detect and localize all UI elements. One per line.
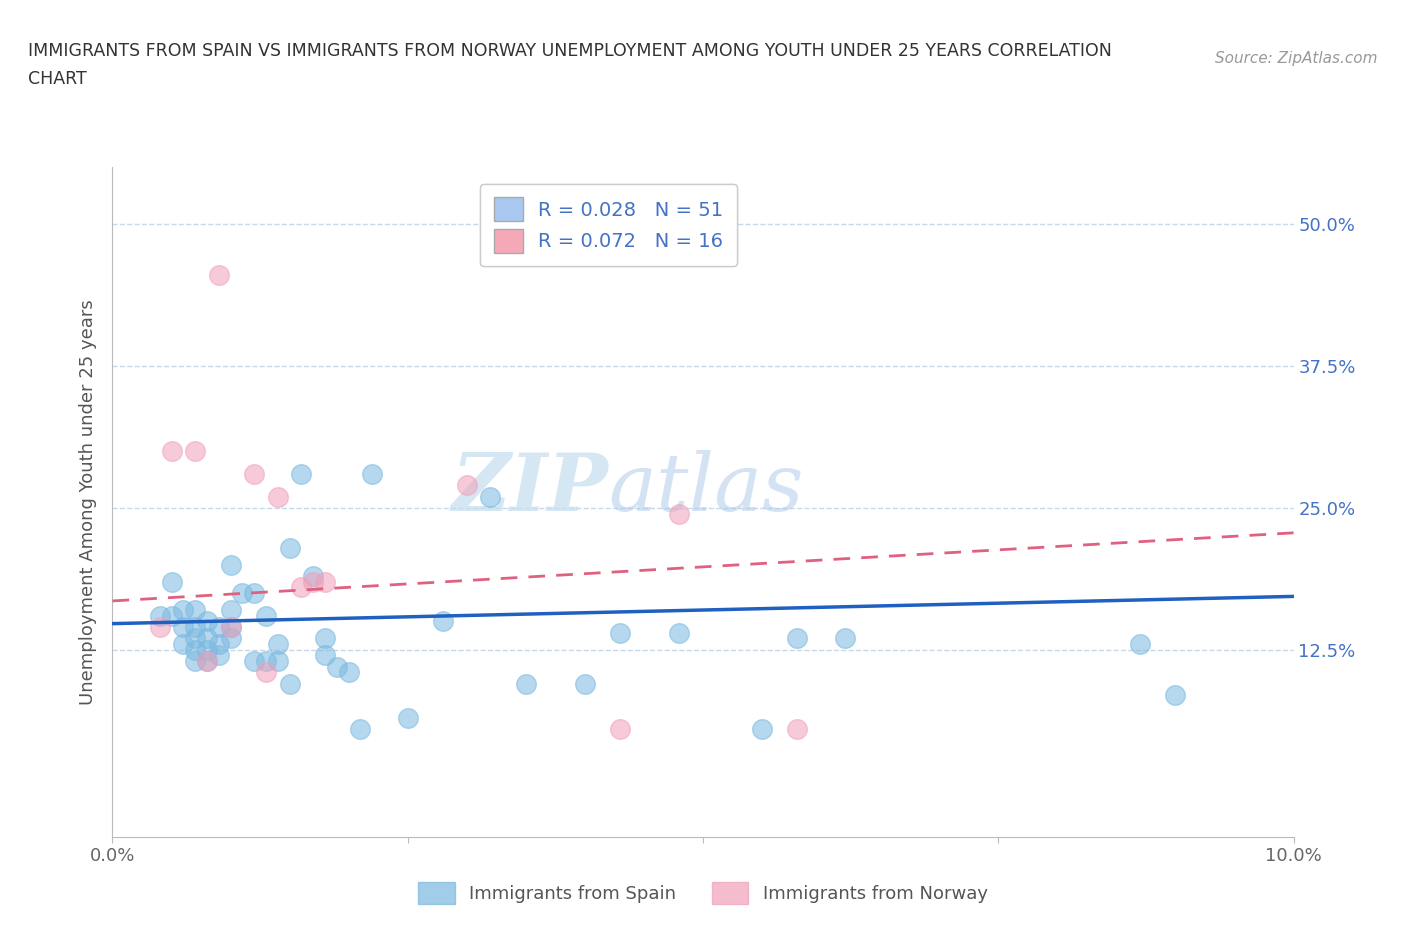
Text: IMMIGRANTS FROM SPAIN VS IMMIGRANTS FROM NORWAY UNEMPLOYMENT AMONG YOUTH UNDER 2: IMMIGRANTS FROM SPAIN VS IMMIGRANTS FROM… — [28, 42, 1112, 60]
Point — [515, 676, 537, 691]
Text: ZIP: ZIP — [451, 450, 609, 527]
Point — [208, 268, 231, 283]
Point — [267, 637, 290, 652]
Point — [314, 631, 336, 645]
Point — [184, 654, 207, 669]
Point — [609, 625, 631, 640]
Point — [208, 648, 231, 663]
Point — [184, 619, 207, 634]
Point — [219, 619, 242, 634]
Point — [254, 665, 277, 680]
Point — [1129, 637, 1152, 652]
Point — [149, 619, 172, 634]
Point — [349, 722, 371, 737]
Point — [314, 574, 336, 589]
Point — [302, 568, 325, 583]
Point — [361, 466, 384, 481]
Text: atlas: atlas — [609, 450, 804, 527]
Point — [302, 574, 325, 589]
Point — [479, 489, 502, 504]
Point — [172, 619, 194, 634]
Point — [456, 478, 478, 493]
Point — [278, 676, 301, 691]
Point — [195, 654, 218, 669]
Point — [751, 722, 773, 737]
Text: Source: ZipAtlas.com: Source: ZipAtlas.com — [1215, 51, 1378, 66]
Point — [254, 654, 277, 669]
Point — [184, 444, 207, 458]
Point — [267, 654, 290, 669]
Point — [149, 608, 172, 623]
Point — [786, 722, 808, 737]
Point — [195, 643, 218, 658]
Point — [184, 643, 207, 658]
Point — [184, 631, 207, 645]
Point — [786, 631, 808, 645]
Point — [172, 637, 194, 652]
Point — [574, 676, 596, 691]
Legend: R = 0.028   N = 51, R = 0.072   N = 16: R = 0.028 N = 51, R = 0.072 N = 16 — [479, 184, 737, 266]
Point — [668, 506, 690, 521]
Point — [219, 603, 242, 618]
Point — [195, 654, 218, 669]
Point — [278, 540, 301, 555]
Point — [243, 654, 266, 669]
Point — [208, 637, 231, 652]
Point — [314, 648, 336, 663]
Point — [267, 489, 290, 504]
Point — [219, 619, 242, 634]
Point — [1164, 687, 1187, 702]
Point — [219, 557, 242, 572]
Point — [243, 586, 266, 601]
Point — [290, 466, 312, 481]
Point — [195, 631, 218, 645]
Point — [160, 444, 183, 458]
Point — [290, 580, 312, 595]
Point — [231, 586, 253, 601]
Point — [184, 603, 207, 618]
Point — [396, 711, 419, 725]
Point — [219, 631, 242, 645]
Text: CHART: CHART — [28, 70, 87, 87]
Point — [208, 619, 231, 634]
Point — [243, 466, 266, 481]
Point — [160, 608, 183, 623]
Y-axis label: Unemployment Among Youth under 25 years: Unemployment Among Youth under 25 years — [79, 299, 97, 705]
Point — [668, 625, 690, 640]
Point — [432, 614, 454, 629]
Point — [254, 608, 277, 623]
Point — [834, 631, 856, 645]
Point — [609, 722, 631, 737]
Point — [172, 603, 194, 618]
Point — [337, 665, 360, 680]
Legend: Immigrants from Spain, Immigrants from Norway: Immigrants from Spain, Immigrants from N… — [411, 875, 995, 911]
Point — [160, 574, 183, 589]
Point — [195, 614, 218, 629]
Point — [326, 659, 349, 674]
